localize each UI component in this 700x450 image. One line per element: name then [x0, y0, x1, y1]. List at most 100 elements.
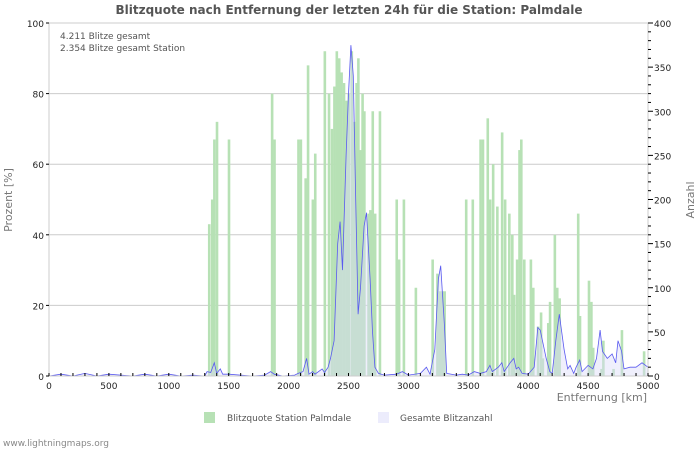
x-tick-label: 2500 — [337, 382, 360, 392]
bar — [548, 301, 552, 376]
bar — [591, 347, 595, 376]
bar — [227, 139, 231, 376]
bar — [335, 51, 339, 377]
bar — [361, 93, 364, 376]
x-tick-label: 3500 — [457, 382, 480, 392]
annotation-total: 4.211 Blitze gesamt — [60, 32, 151, 42]
legend-swatch-station — [204, 412, 215, 423]
bar — [511, 234, 514, 376]
y-left-tick-label: 80 — [33, 91, 45, 101]
bar — [347, 93, 351, 376]
bar — [373, 213, 377, 376]
bar — [337, 58, 341, 377]
y-right-tick-label: 300 — [654, 108, 671, 118]
bar — [323, 51, 327, 377]
bar — [536, 326, 540, 376]
bar — [512, 294, 516, 376]
x-tick-label: 1000 — [157, 382, 180, 392]
bar — [273, 139, 276, 376]
bar — [541, 358, 545, 376]
bar — [486, 118, 490, 376]
bar — [642, 351, 646, 376]
count-series — [48, 45, 649, 377]
bar — [350, 51, 354, 377]
bar — [508, 213, 511, 376]
bar — [590, 301, 593, 376]
bar — [438, 291, 442, 376]
bar — [352, 121, 356, 376]
bar — [515, 259, 519, 376]
bar — [436, 273, 439, 376]
bar — [304, 178, 307, 376]
bar — [395, 199, 399, 376]
bar — [503, 199, 507, 376]
legend-label-total: Gesamte Blitzanzahl — [400, 414, 493, 424]
x-tick-label: 4500 — [577, 382, 600, 392]
bar — [578, 315, 582, 376]
y-right-tick-label: 150 — [654, 241, 671, 251]
y-right-tick-label: 200 — [654, 197, 671, 207]
x-tick-label: 4000 — [517, 382, 540, 392]
bar — [371, 111, 375, 376]
bar — [327, 93, 331, 376]
y-right-tick-label: 250 — [654, 152, 671, 162]
bar — [210, 199, 214, 376]
bar — [553, 234, 557, 376]
bar — [479, 139, 482, 376]
bar — [529, 259, 533, 376]
bar — [313, 153, 317, 376]
bar — [306, 65, 310, 377]
bar — [488, 199, 492, 376]
annotation-station: 2.354 Blitze gesamt Station — [60, 44, 185, 54]
bar — [213, 139, 216, 376]
legend-swatch-total — [378, 412, 389, 423]
bar — [414, 287, 418, 376]
bar — [333, 86, 336, 376]
footer-link[interactable]: www.lightningmaps.org — [3, 439, 109, 449]
bar — [546, 323, 550, 376]
y-left-tick-label: 60 — [33, 161, 45, 171]
y-left-tick-label: 0 — [38, 373, 44, 383]
x-tick-label: 3000 — [397, 382, 420, 392]
chart-title: Blitzquote nach Entfernung der letzten 2… — [115, 3, 582, 17]
bar — [207, 224, 211, 376]
bar — [431, 259, 434, 376]
bars — [207, 51, 646, 377]
bar — [311, 199, 315, 376]
x-tick-label: 1500 — [217, 382, 240, 392]
bar — [496, 206, 499, 376]
x-tick-label: 5000 — [637, 382, 660, 392]
bar — [270, 93, 274, 376]
bar — [481, 139, 485, 376]
bar — [520, 139, 523, 376]
y-left-tick-label: 20 — [33, 302, 45, 312]
bar — [297, 139, 300, 376]
bar — [464, 199, 468, 376]
x-tick-label: 500 — [100, 382, 117, 392]
y-right-tick-label: 400 — [654, 20, 671, 30]
legend-label-station: Blitzquote Station Palmdale — [227, 414, 352, 424]
y-right-tick-label: 0 — [654, 373, 660, 383]
bar — [558, 298, 561, 376]
bar — [440, 291, 444, 376]
bar — [402, 199, 406, 376]
y-right-tick-label: 50 — [654, 329, 666, 339]
bar — [363, 111, 366, 376]
bar — [330, 128, 334, 376]
bar — [539, 312, 543, 376]
y-left-label: Prozent [%] — [2, 168, 15, 232]
x-label: Entfernung [km] — [557, 391, 647, 404]
x-tick-label: 2000 — [277, 382, 300, 392]
y-left-tick-label: 40 — [33, 232, 45, 242]
bar — [367, 213, 370, 376]
bar — [359, 150, 363, 376]
bar — [471, 199, 475, 376]
bar — [587, 280, 591, 376]
bar — [531, 287, 535, 376]
bar — [576, 213, 580, 376]
bar — [378, 111, 382, 376]
bar — [600, 368, 603, 376]
bar — [215, 121, 219, 376]
